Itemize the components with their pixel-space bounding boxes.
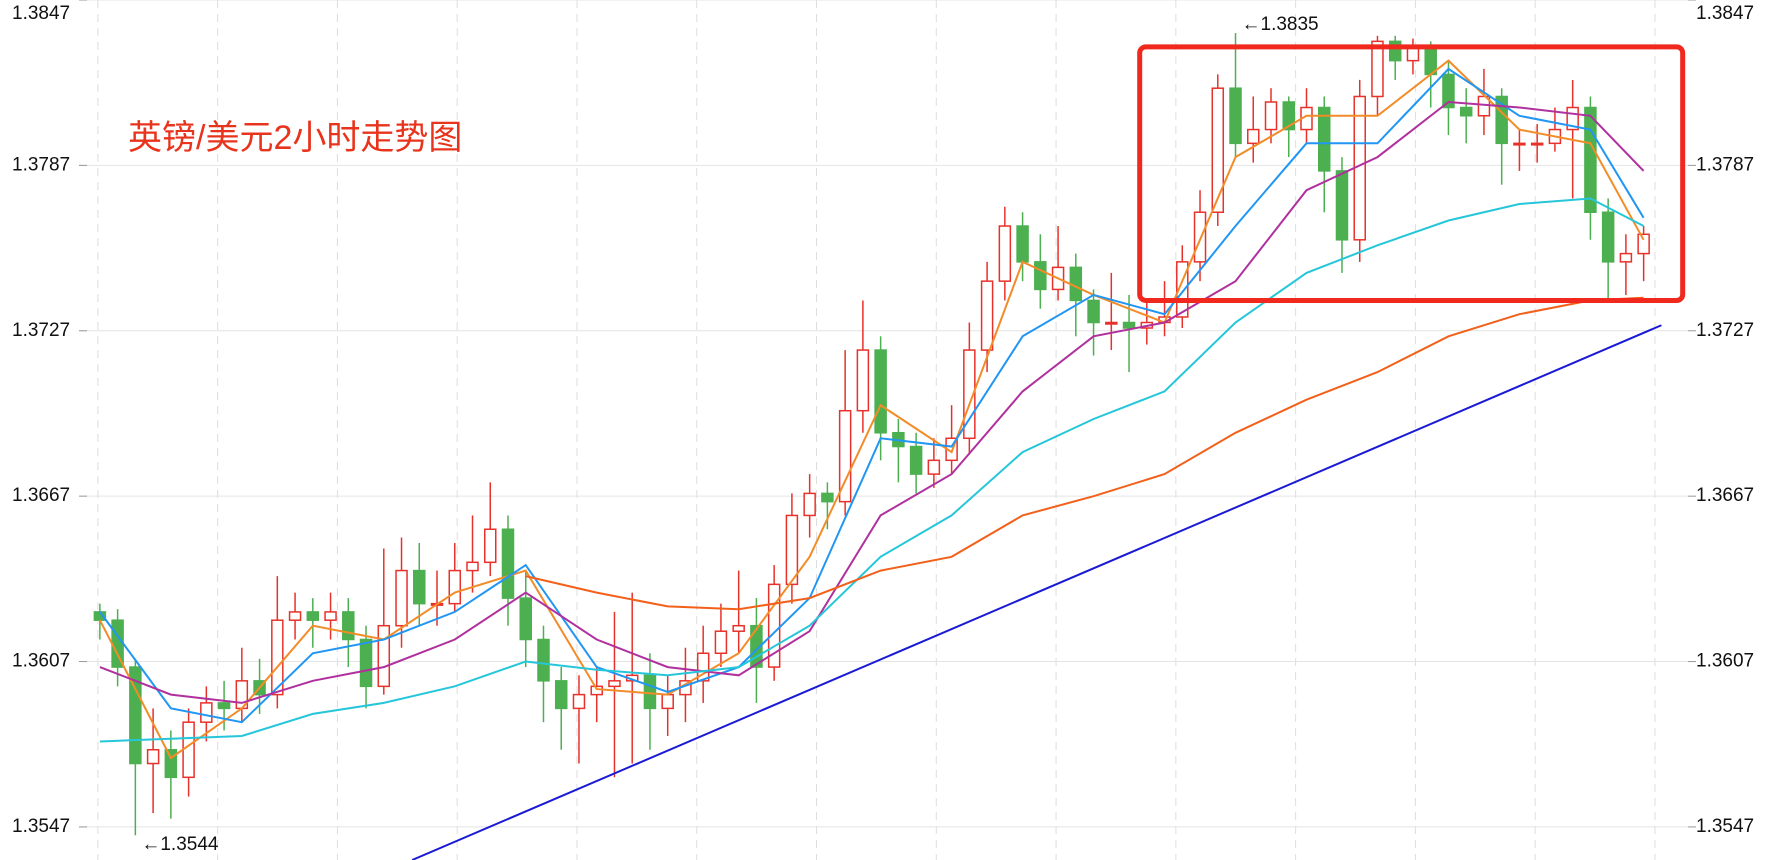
candle-body [359,638,373,688]
candle-body [1122,321,1136,329]
y-tick-label: 1.3847 [12,3,70,24]
candle-body [1211,87,1225,213]
candle-body [643,674,657,710]
candle-body [1105,321,1118,325]
candle-body [963,349,976,440]
candle-body [1317,106,1331,172]
candle-body [129,666,142,765]
candle-body [1459,106,1473,117]
chart-title: 英镑/美元2小时走势图 [128,119,462,157]
candle-body [1584,106,1597,213]
candle-body [306,611,320,621]
y-tick-label: 1.3667 [12,485,70,506]
candle-body [572,693,586,710]
y-tick-label: 1.3667 [1696,485,1754,506]
y-tick-label: 1.3727 [1696,320,1754,341]
candle-body [324,611,337,621]
candle-body [1193,211,1207,263]
annotation: ←1.3544 [141,834,219,855]
candle-body [466,561,479,572]
candle-body [856,349,870,412]
y-tick-label: 1.3727 [12,320,70,341]
candle-body [395,569,408,627]
candle-body [448,569,462,605]
y-tick-label: 1.3547 [1696,816,1754,837]
candle-body [1335,170,1349,241]
candle-body [217,702,231,710]
candle-body [821,492,834,503]
y-tick-label: 1.3787 [1696,154,1754,175]
candle-body [838,409,852,503]
y-tick-label: 1.3787 [12,154,70,175]
candle-body [288,611,302,621]
y-tick-label: 1.3847 [1696,3,1754,24]
candle-body [1034,261,1047,291]
candle-body [909,445,923,475]
ma-line [525,296,1644,611]
candle-body [980,280,994,351]
trend-line [411,324,1662,860]
candle-body [271,619,284,696]
candle-body [874,349,887,434]
candle-body [1513,142,1526,146]
candle-body [554,680,568,710]
candle-body [1619,252,1633,263]
candle-body [413,569,426,605]
candle-body [1247,128,1260,145]
candle-body [1601,211,1615,263]
candle-body [767,583,781,668]
candle-body [927,459,941,475]
candle-body [1282,101,1296,131]
candle-body [1087,299,1100,324]
ma-line [99,197,1645,743]
candle-body [1371,40,1384,98]
candle-body [146,748,160,765]
candle-body [1176,261,1189,318]
candle-body [608,680,621,688]
candle-body [1264,101,1278,131]
candle-body [750,624,763,668]
candle-body [1229,87,1242,145]
candle-body [377,624,391,688]
candle-body [803,492,816,517]
candle-body [696,652,710,682]
candle-body [200,702,213,723]
candle-body [1637,233,1650,255]
candle-body [164,748,178,779]
candle-body [501,528,515,599]
candle-body [998,225,1012,282]
y-tick-label: 1.3547 [12,816,70,837]
candle-body [661,693,674,710]
candle-body [1566,106,1579,131]
candle-body [182,721,195,779]
ma-line [99,59,1645,760]
candle-body [1388,40,1402,62]
candle-body [1016,225,1029,263]
y-tick-label: 1.3607 [12,651,70,672]
candle-body [1530,142,1544,146]
candle-body [1442,73,1455,109]
ma-line [99,100,1645,704]
candle-body [785,514,799,586]
ma-line [99,67,1645,724]
candle-body [519,597,532,641]
candle-body [1495,95,1508,145]
highlight-box [1137,44,1686,303]
candle-body [537,638,550,682]
candle-body [714,630,728,655]
candle-body [483,528,497,564]
candle-body [732,624,745,632]
plot: ←1.3835 ←1.3544 [93,14,1686,860]
candle-body [342,611,355,641]
annotation: ←1.3835 [1242,14,1319,35]
y-tick-label: 1.3607 [1696,651,1754,672]
